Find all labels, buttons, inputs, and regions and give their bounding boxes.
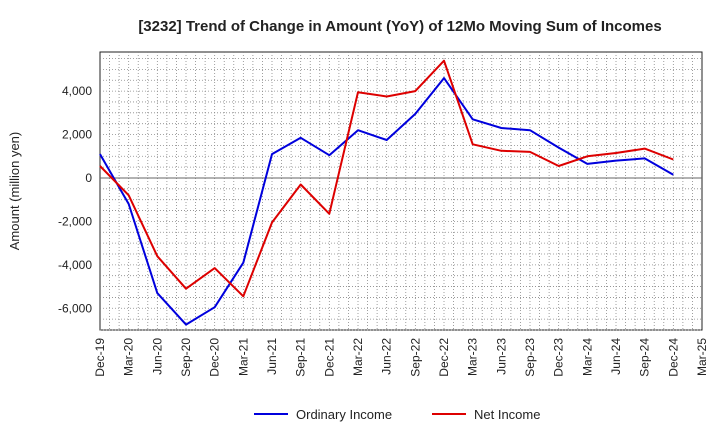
- y-axis: -6,000 -4,000 -2,000 0 2,000 4,000: [58, 84, 92, 315]
- x-tick-label: Mar-24: [580, 338, 594, 376]
- legend-label-ordinary-income: Ordinary Income: [296, 407, 392, 422]
- x-tick-label: Dec-22: [437, 338, 451, 377]
- x-axis: Dec-19 Mar-20 Jun-20 Sep-20 Dec-20 Mar-21 Jun-…: [93, 338, 709, 377]
- series-line-net-income: [99, 59, 674, 298]
- x-tick-label: Jun-24: [609, 338, 623, 375]
- y-tick-label: -2,000: [58, 214, 92, 228]
- series-layer: [99, 59, 674, 326]
- x-tick-label: Jun-22: [380, 338, 394, 375]
- plot-area: [99, 51, 703, 331]
- x-tick-label: Sep-23: [523, 338, 537, 377]
- y-tick-label: 2,000: [62, 128, 92, 142]
- x-tick-label: Sep-24: [638, 338, 652, 377]
- x-tick-label: Dec-23: [552, 338, 566, 377]
- x-tick-label: Sep-20: [179, 338, 193, 377]
- x-tick-label: Jun-20: [150, 338, 164, 375]
- x-tick-label: Jun-21: [265, 338, 279, 375]
- series-line-ordinary-income: [99, 77, 674, 326]
- x-tick-label: Dec-20: [208, 338, 222, 377]
- x-tick-label: Mar-23: [466, 338, 480, 376]
- chart-title: [3232] Trend of Change in Amount (YoY) o…: [138, 18, 661, 35]
- legend: Ordinary Income Net Income: [254, 407, 540, 422]
- y-tick-label: -4,000: [58, 258, 92, 272]
- x-tick-label: Jun-23: [494, 338, 508, 375]
- x-tick-label: Mar-25: [695, 338, 709, 376]
- y-tick-label: -6,000: [58, 301, 92, 315]
- x-tick-label: Dec-24: [666, 338, 680, 377]
- y-axis-label: Amount (million yen): [7, 132, 22, 251]
- x-tick-label: Sep-22: [408, 338, 422, 377]
- legend-label-net-income: Net Income: [474, 407, 540, 422]
- x-tick-label: Mar-22: [351, 338, 365, 376]
- x-tick-label: Mar-20: [122, 338, 136, 376]
- y-tick-label: 0: [85, 171, 92, 185]
- plot-frame: [99, 51, 703, 331]
- x-tick-label: Sep-21: [294, 338, 308, 377]
- x-tick-label: Mar-21: [236, 338, 250, 376]
- y-tick-label: 4,000: [62, 84, 92, 98]
- x-tick-label: Dec-19: [93, 338, 107, 377]
- x-tick-label: Dec-21: [322, 338, 336, 377]
